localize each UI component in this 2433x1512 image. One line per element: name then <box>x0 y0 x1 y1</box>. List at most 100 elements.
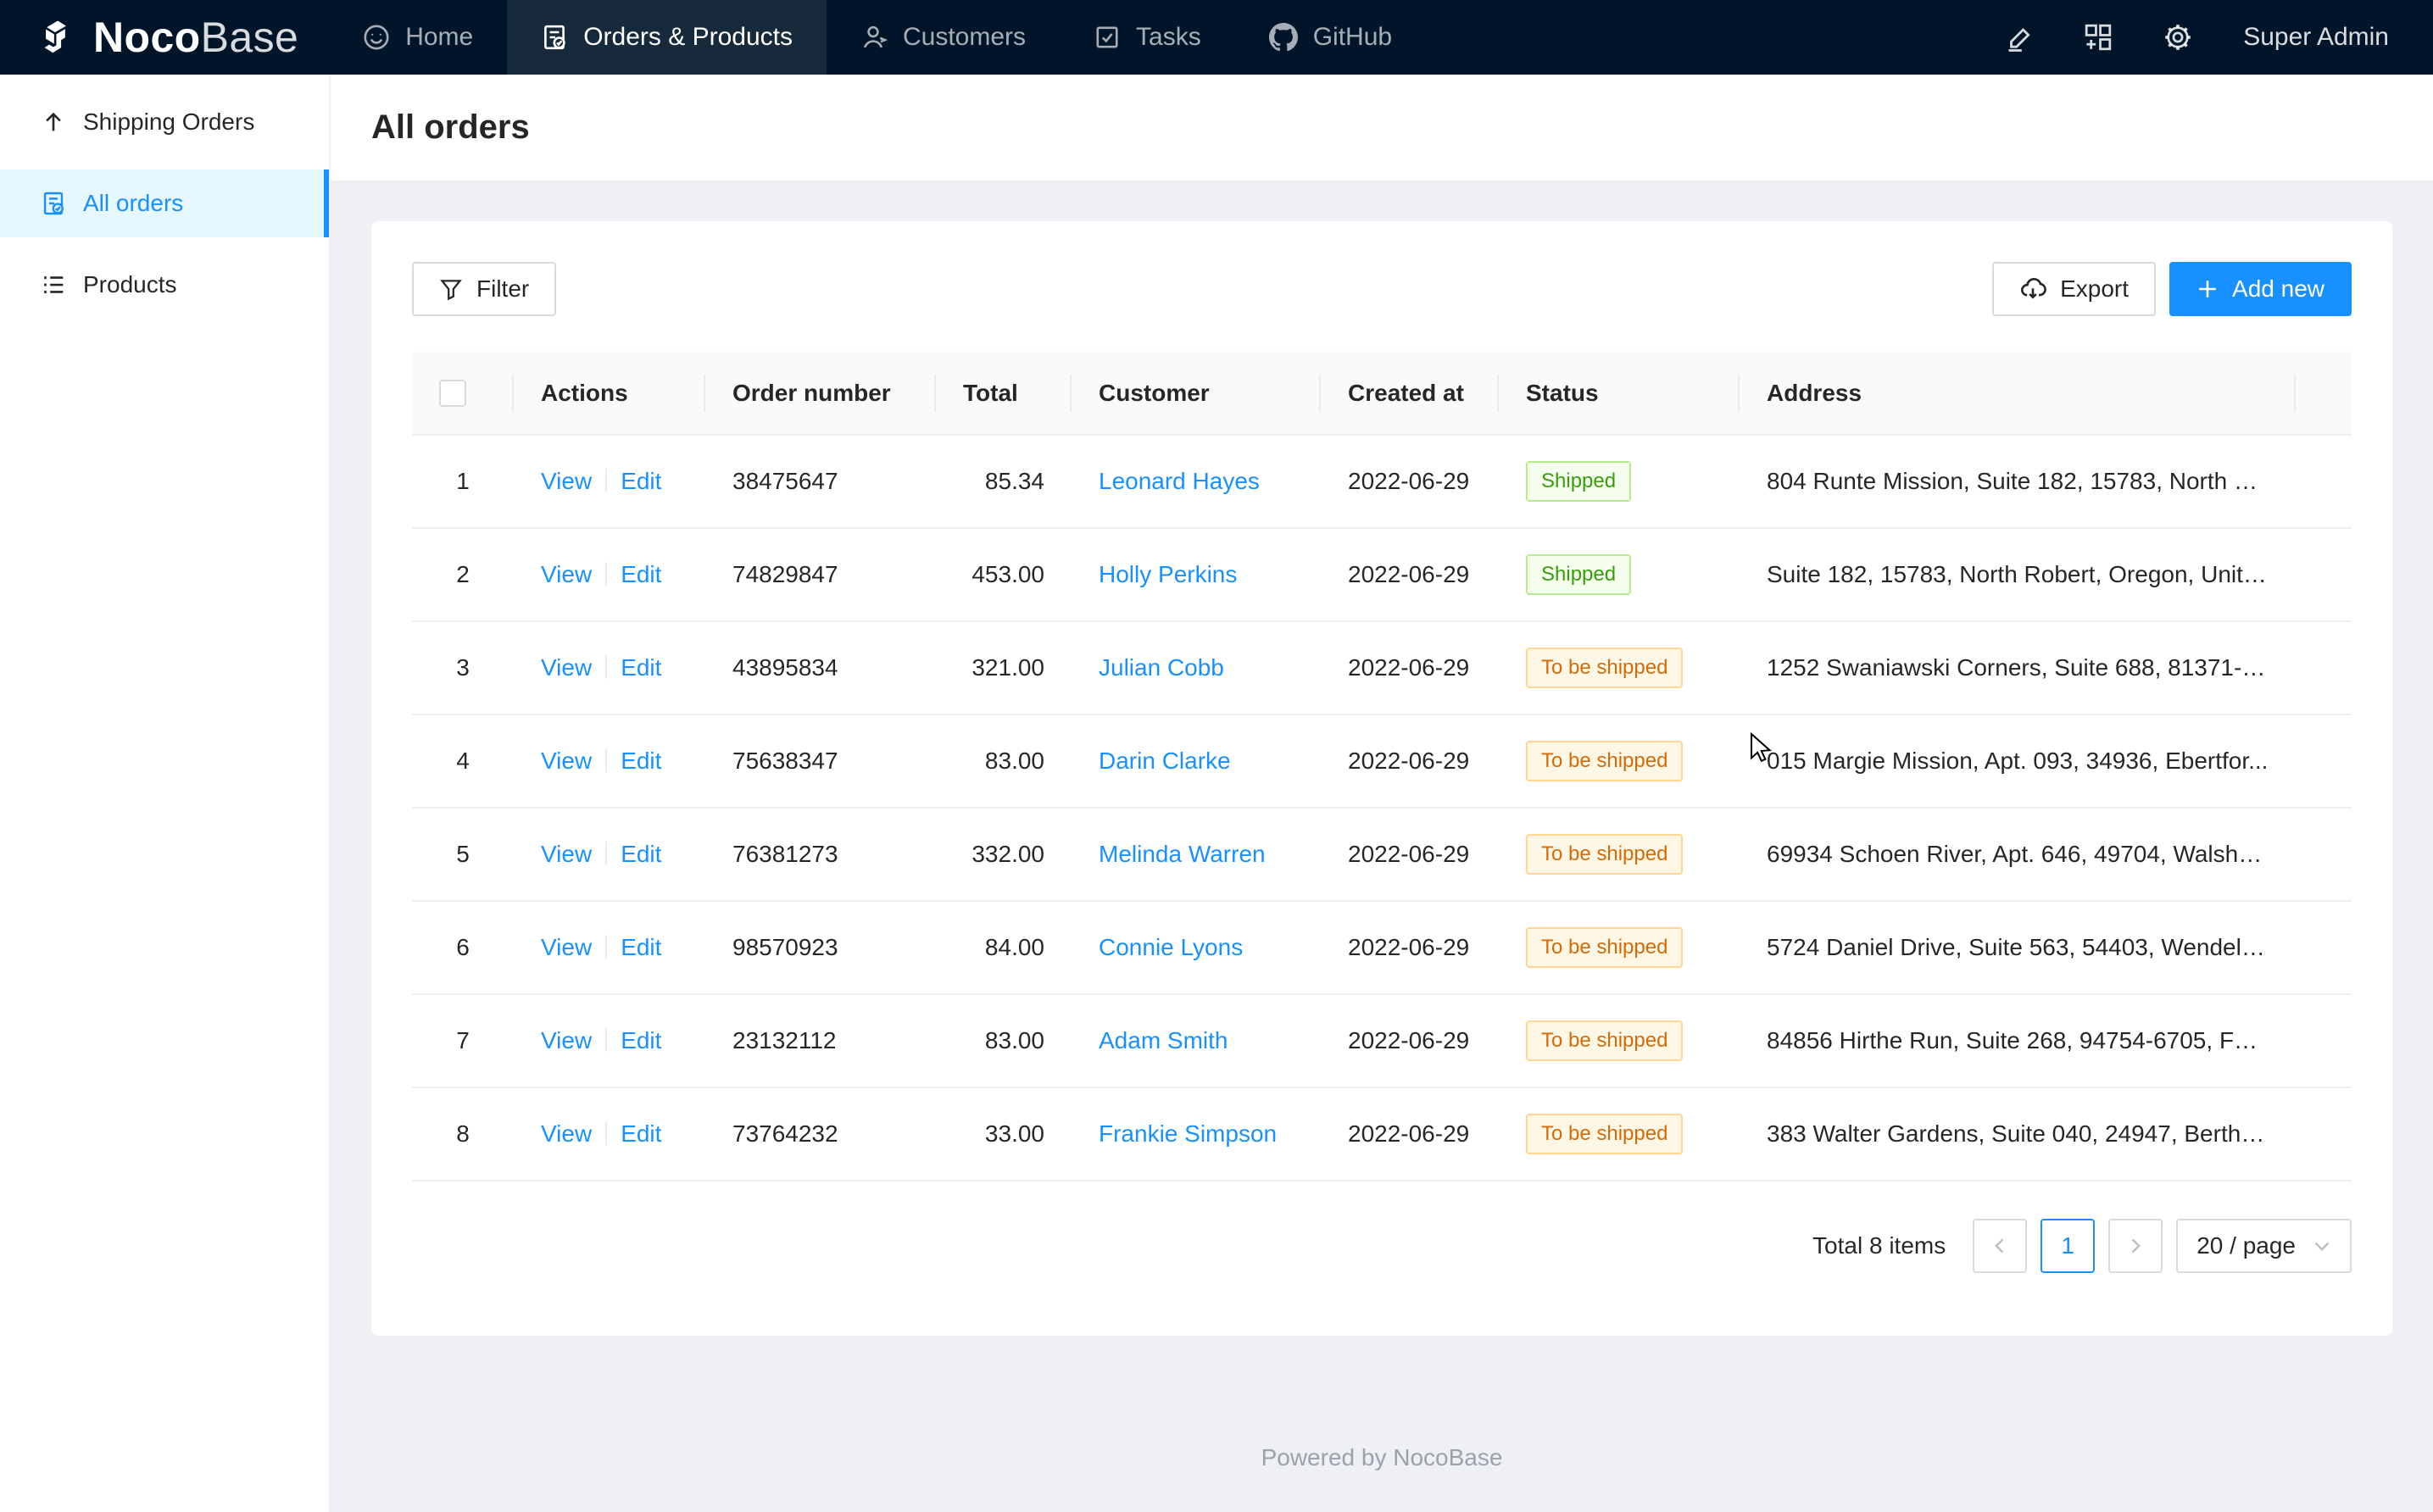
customer-link[interactable]: Frankie Simpson <box>1099 1120 1278 1147</box>
nav-item-home[interactable]: Home <box>329 0 507 75</box>
customer-link[interactable]: Holly Perkins <box>1099 561 1238 587</box>
export-button[interactable]: Export <box>1992 262 2157 316</box>
brand-bold: Noco <box>93 14 201 61</box>
pagination-total: Total 8 items <box>1812 1232 1946 1259</box>
sidebar: Shipping Orders All orders Products <box>0 75 331 1512</box>
add-new-button[interactable]: Add new <box>2169 262 2352 316</box>
row-index: 8 <box>412 1087 514 1181</box>
edit-link[interactable]: Edit <box>621 934 662 960</box>
customer-link[interactable]: Leonard Hayes <box>1099 468 1260 494</box>
sidebar-item-all-orders[interactable]: All orders <box>0 170 329 237</box>
customer-link[interactable]: Connie Lyons <box>1099 934 1244 960</box>
edit-link[interactable]: Edit <box>621 841 662 867</box>
table-row: 1 View Edit 38475647 85.34 Leonard Hayes … <box>412 435 2352 529</box>
order-number-cell: 38475647 <box>705 435 936 529</box>
view-link[interactable]: View <box>541 654 593 681</box>
content-area: Filter Export <box>331 181 2433 1512</box>
created-at-cell: 2022-06-29 <box>1321 714 1499 809</box>
user-menu[interactable]: Super Admin <box>2243 23 2389 51</box>
view-link[interactable]: View <box>541 468 593 494</box>
edit-link[interactable]: Edit <box>621 561 662 587</box>
status-badge: To be shipped <box>1526 834 1684 875</box>
order-number-cell: 23132112 <box>705 994 936 1088</box>
customer-link[interactable]: Melinda Warren <box>1099 841 1266 867</box>
customer-cell: Melinda Warren <box>1072 808 1321 902</box>
page-size-select[interactable]: 20 / page <box>2176 1219 2352 1273</box>
nav-item-tasks[interactable]: Tasks <box>1060 0 1235 75</box>
view-link[interactable]: View <box>541 841 593 867</box>
chevron-right-icon <box>2131 1238 2141 1254</box>
customer-cell: Julian Cobb <box>1072 621 1321 715</box>
order-number-cell: 75638347 <box>705 714 936 809</box>
edit-link[interactable]: Edit <box>621 748 662 774</box>
view-link[interactable]: View <box>541 1120 593 1147</box>
customer-link[interactable]: Darin Clarke <box>1099 748 1231 774</box>
gear-icon[interactable] <box>2163 23 2192 52</box>
nav-item-orders-products[interactable]: Orders & Products <box>507 0 827 75</box>
status-badge: To be shipped <box>1526 741 1684 781</box>
edit-link[interactable]: Edit <box>621 654 662 681</box>
next-page-button[interactable] <box>2108 1219 2163 1273</box>
table-row: 3 View Edit 43895834 321.00 Julian Cobb 2… <box>412 621 2352 715</box>
ui-editor-highlighter-icon[interactable] <box>2004 23 2033 52</box>
status-cell: To be shipped <box>1499 808 1740 902</box>
spacer-cell <box>2296 901 2352 995</box>
nocobase-cube-icon <box>44 20 66 53</box>
unordered-list-icon <box>44 276 64 293</box>
prev-page-button[interactable] <box>1973 1219 2028 1273</box>
order-number-cell: 74829847 <box>705 528 936 622</box>
edit-link[interactable]: Edit <box>621 468 662 494</box>
status-cell: Shipped <box>1499 435 1740 529</box>
smile-icon <box>364 25 389 50</box>
plus-icon <box>2199 281 2216 297</box>
select-all-header <box>412 352 514 436</box>
edit-link[interactable]: Edit <box>621 1027 662 1053</box>
row-index: 7 <box>412 994 514 1088</box>
select-all-checkbox[interactable] <box>439 380 466 408</box>
customers-user-icon <box>863 25 888 48</box>
status-badge: To be shipped <box>1526 648 1684 688</box>
github-icon <box>1268 23 1298 52</box>
status-badge: Shipped <box>1526 461 1632 502</box>
spacer-cell <box>2296 1087 2352 1181</box>
brand-light: Base <box>200 14 299 61</box>
status-cell: Shipped <box>1499 528 1740 622</box>
nav-item-customers[interactable]: Customers <box>827 0 1060 75</box>
status-badge: To be shipped <box>1526 927 1684 968</box>
arrow-up-icon <box>46 112 61 131</box>
order-number-cell: 98570923 <box>705 901 936 995</box>
created-at-cell: 2022-06-29 <box>1321 901 1499 995</box>
view-link[interactable]: View <box>541 1027 593 1053</box>
view-link[interactable]: View <box>541 934 593 960</box>
brand-logo[interactable]: NocoBase <box>0 0 329 75</box>
filter-button[interactable]: Filter <box>412 262 557 316</box>
plugin-blocks-icon[interactable] <box>2084 23 2113 52</box>
total-cell: 453.00 <box>936 528 1072 622</box>
sidebar-item-shipping-orders[interactable]: Shipping Orders <box>0 88 329 156</box>
actions-divider <box>605 1121 608 1145</box>
table-row: 6 View Edit 98570923 84.00 Connie Lyons 2… <box>412 901 2352 995</box>
view-link[interactable]: View <box>541 748 593 774</box>
column-header-created-at: Created at <box>1321 352 1499 436</box>
customer-cell: Frankie Simpson <box>1072 1087 1321 1181</box>
created-at-cell: 2022-06-29 <box>1321 528 1499 622</box>
address-cell: 5724 Daniel Drive, Suite 563, 54403, Wen… <box>1740 901 2296 995</box>
row-actions: View Edit <box>514 714 705 809</box>
column-header-address: Address <box>1740 352 2296 436</box>
sidebar-item-products[interactable]: Products <box>0 251 329 319</box>
status-cell: To be shipped <box>1499 901 1740 995</box>
customer-link[interactable]: Adam Smith <box>1099 1027 1228 1053</box>
edit-link[interactable]: Edit <box>621 1120 662 1147</box>
nav-item-github[interactable]: GitHub <box>1235 0 1426 75</box>
address-cell: 1252 Swaniawski Corners, Suite 688, 8137… <box>1740 621 2296 715</box>
page-1-button[interactable]: 1 <box>2040 1219 2096 1273</box>
total-cell: 83.00 <box>936 714 1072 809</box>
spacer-cell <box>2296 435 2352 529</box>
customer-link[interactable]: Julian Cobb <box>1099 654 1224 681</box>
orders-card: Filter Export <box>371 221 2392 1336</box>
view-link[interactable]: View <box>541 561 593 587</box>
table-row: 8 View Edit 73764232 33.00 Frankie Simpso… <box>412 1087 2352 1181</box>
spacer-cell <box>2296 994 2352 1088</box>
customer-cell: Connie Lyons <box>1072 901 1321 995</box>
